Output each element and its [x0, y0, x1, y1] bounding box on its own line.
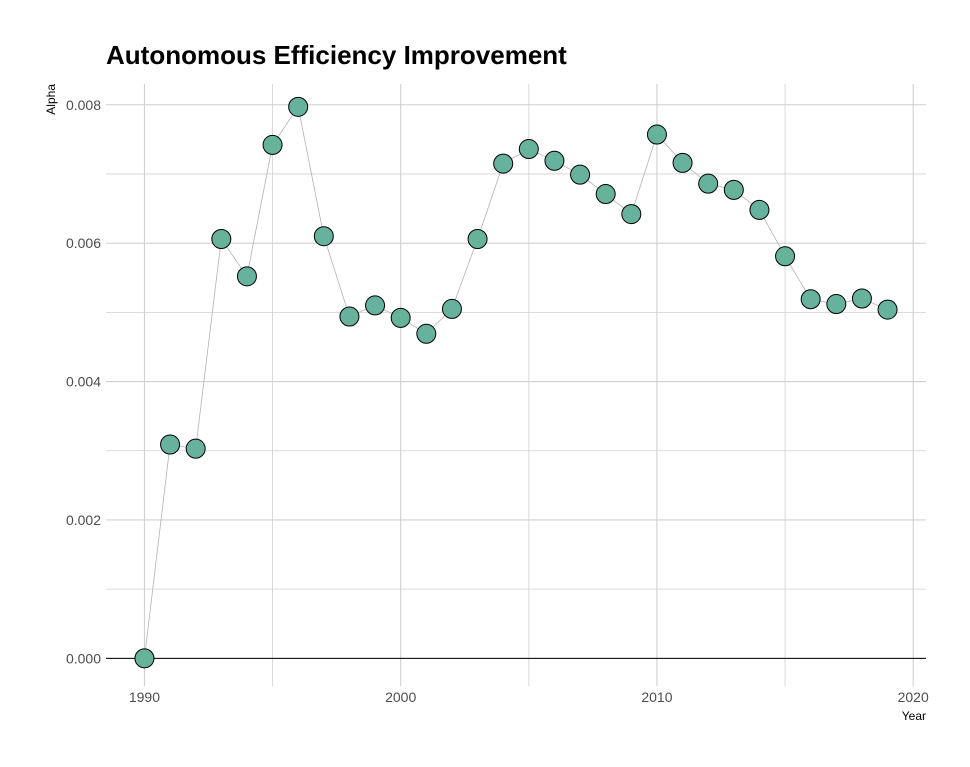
y-tick-label: 0.008	[66, 97, 101, 113]
x-tick-label: 2000	[385, 689, 416, 705]
data-point	[134, 648, 155, 669]
y-tick-label: 0.000	[66, 650, 101, 666]
data-point	[211, 228, 232, 249]
data-point	[416, 323, 437, 344]
data-point	[723, 179, 744, 200]
data-point	[467, 228, 488, 249]
data-point	[390, 307, 411, 328]
x-tick-label: 2020	[898, 689, 929, 705]
data-point	[160, 434, 181, 455]
data-point	[800, 289, 821, 310]
x-axis-title: Year	[902, 709, 926, 723]
data-point	[365, 295, 386, 316]
y-axis-title: Alpha	[44, 84, 58, 115]
x-axis-tick-labels: 1990 2000 2010 2020	[129, 689, 929, 705]
x-tick-label: 1990	[129, 689, 160, 705]
data-point	[544, 150, 565, 171]
data-point	[826, 294, 847, 315]
data-point	[775, 246, 796, 267]
data-point	[646, 124, 667, 145]
data-point	[518, 139, 539, 160]
chart-title: Autonomous Efficiency Improvement	[106, 40, 567, 70]
data-point	[288, 96, 309, 117]
data-point	[185, 438, 206, 459]
minor-gridlines	[106, 84, 926, 686]
data-point	[313, 226, 334, 247]
data-point	[595, 184, 616, 205]
y-tick-label: 0.006	[66, 235, 101, 251]
data-point	[441, 298, 462, 319]
data-point	[877, 299, 898, 320]
data-point	[339, 306, 360, 327]
data-point	[672, 152, 693, 173]
series-connecting-line	[144, 105, 888, 659]
data-point	[851, 288, 872, 309]
data-point	[262, 134, 283, 155]
data-point	[236, 266, 257, 287]
y-tick-label: 0.004	[66, 374, 101, 390]
data-point	[493, 153, 514, 174]
data-points	[134, 96, 898, 669]
data-point	[570, 164, 591, 185]
data-point	[621, 204, 642, 225]
y-tick-label: 0.002	[66, 512, 101, 528]
y-axis-tick-labels: 0.000 0.002 0.004 0.006 0.008	[66, 97, 101, 667]
data-point	[698, 173, 719, 194]
data-point	[749, 199, 770, 220]
x-tick-label: 2010	[641, 689, 672, 705]
